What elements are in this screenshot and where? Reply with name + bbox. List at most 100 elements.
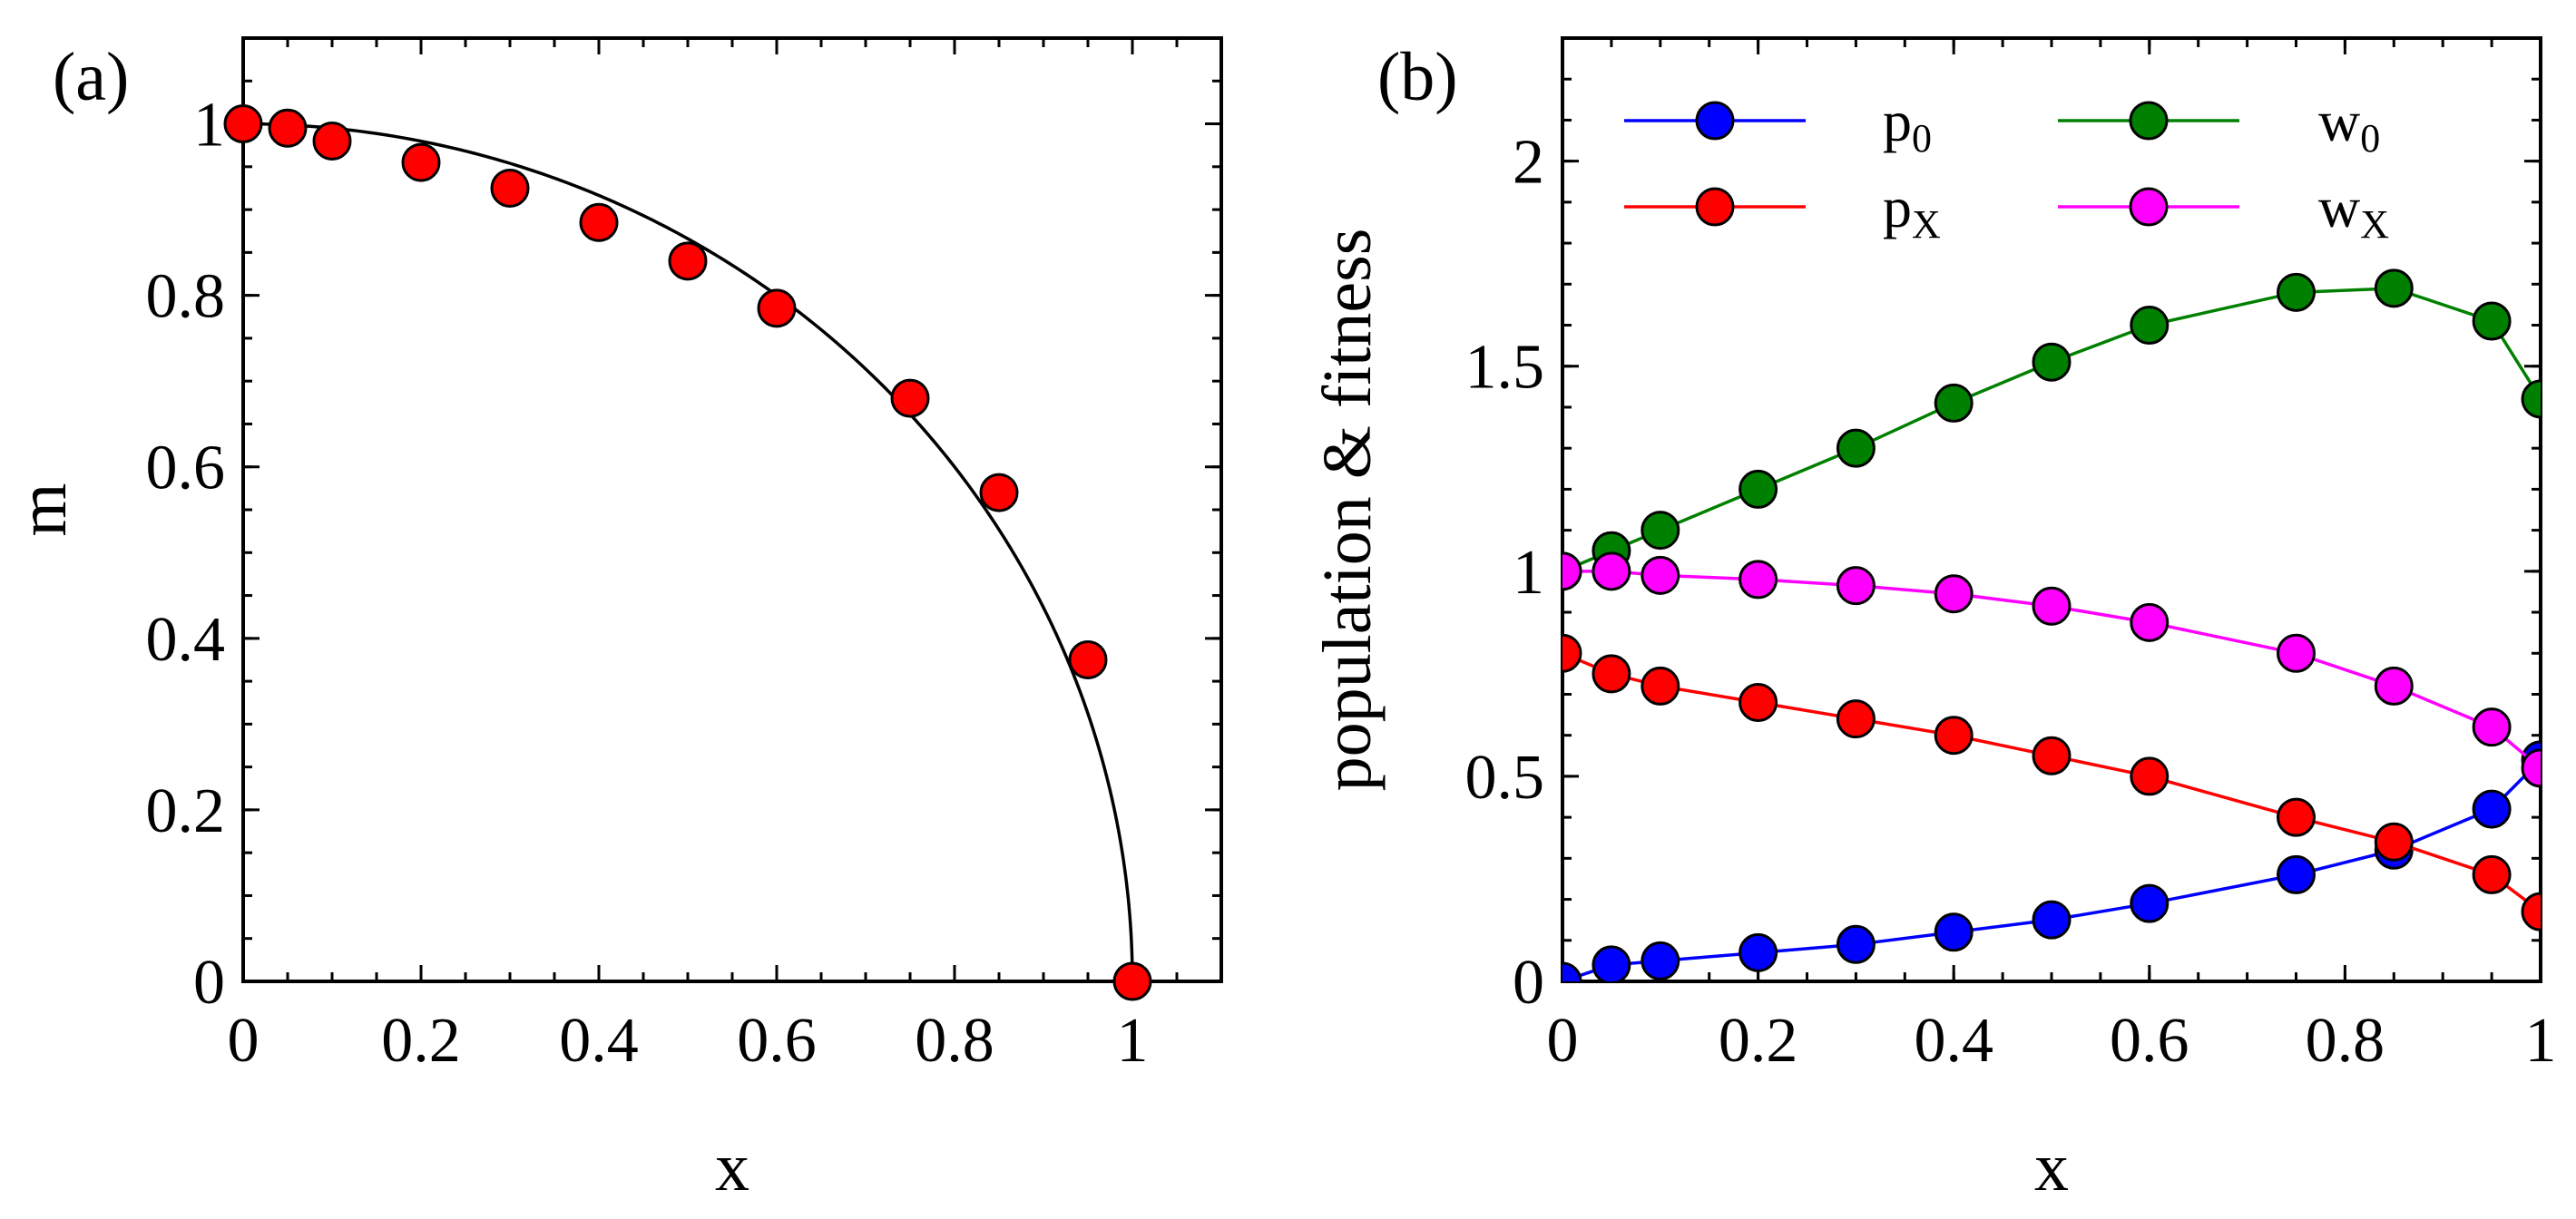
data-point <box>1562 633 1582 673</box>
data-point <box>1934 383 1974 423</box>
x-tick-label: 0.6 <box>2110 1006 2189 1076</box>
legend-marker <box>1695 187 1735 227</box>
legend-label: pX <box>1883 175 1941 247</box>
x-tick-label: 0 <box>228 1006 260 1076</box>
data-point <box>1641 666 1680 706</box>
data-point <box>2130 602 2170 642</box>
plot-area <box>1562 268 2541 981</box>
data-point <box>2032 342 2072 382</box>
y-tick-label: 1 <box>193 91 225 161</box>
legend-symbol: p <box>1883 175 1912 239</box>
plot-frame <box>241 36 1223 983</box>
series-w0 <box>1562 268 2541 591</box>
data-point <box>1641 511 1680 551</box>
data-point <box>1739 932 1778 972</box>
legend-subscript: 0 <box>2360 116 2380 161</box>
x-ticks: 0 0.2 0.4 0.6 0.8 1 <box>228 38 1223 1076</box>
x-tick-label: 0.8 <box>2306 1006 2385 1076</box>
y-axis-title: m <box>5 483 81 536</box>
data-point <box>1836 428 1876 468</box>
data-point <box>2472 789 2512 829</box>
panel-b: 0 0.2 0.4 0.6 0.8 1 0 0.5 1 1.5 2 x population & fit… <box>1309 36 2557 1205</box>
data-point <box>1641 941 1680 980</box>
data-point <box>312 121 352 161</box>
legend-label: w0 <box>2318 89 2380 161</box>
data-point <box>2277 854 2316 894</box>
data-point <box>1836 924 1876 964</box>
x-ticks: 0 0.2 0.4 0.6 0.8 1 <box>1547 38 2557 1076</box>
data-point <box>1934 912 1974 952</box>
x-axis-title: x <box>2034 1129 2069 1205</box>
data-point <box>668 241 708 281</box>
y-tick-label: 2 <box>1513 128 1544 198</box>
data-point <box>1739 469 1778 509</box>
y-tick-label: 0.5 <box>1465 743 1545 813</box>
legend-symbol: p <box>1883 89 1912 153</box>
data-point <box>2374 268 2414 308</box>
data-point <box>1112 961 1152 1001</box>
y-tick-label: 0.4 <box>146 605 226 675</box>
legend-subscript: X <box>2360 202 2389 247</box>
data-point <box>979 473 1019 512</box>
panel-label: (a) <box>53 39 129 115</box>
series-line <box>1562 758 2541 981</box>
x-tick-label: 1 <box>2525 1006 2557 1076</box>
y-tick-label: 0 <box>193 948 225 1018</box>
x-tick-label: 0.4 <box>1914 1006 1993 1076</box>
y-tick-label: 0 <box>1513 948 1544 1018</box>
legend-symbol: w <box>2318 175 2360 239</box>
legend-subscript: 0 <box>1912 116 1932 161</box>
data-point <box>2130 883 2170 923</box>
y-ticks: 0 0.5 1 1.5 2 <box>1465 36 2541 1018</box>
legend-symbol: w <box>2318 89 2360 153</box>
data-point <box>2472 301 2512 341</box>
data-point <box>757 288 797 328</box>
x-tick-label: 0.4 <box>559 1006 639 1076</box>
y-tick-label: 0.6 <box>146 434 226 503</box>
data-point <box>223 104 263 144</box>
data-point <box>2277 272 2316 312</box>
data-point <box>1068 639 1108 679</box>
y-tick-label: 0.8 <box>146 262 226 332</box>
y-tick-label: 0.2 <box>146 776 226 846</box>
panel-a: 0 0.2 0.4 0.6 0.8 1 0 0.2 0.4 0.6 0.8 1 x m (a) <box>5 36 1223 1205</box>
x-tick-label: 0.8 <box>915 1006 994 1076</box>
x-tick-label: 0.2 <box>381 1006 461 1076</box>
data-point <box>2130 306 2170 346</box>
data-point <box>2521 748 2541 788</box>
data-point <box>2472 854 2512 894</box>
data-point <box>1592 654 1631 694</box>
data-point <box>1836 699 1876 739</box>
data-point <box>2130 756 2170 796</box>
data-point <box>1562 961 1582 981</box>
y-ticks: 0 0.2 0.4 0.6 0.8 1 <box>146 36 1221 1018</box>
series-line <box>1562 287 2541 573</box>
data-point <box>2521 892 2541 931</box>
data-point <box>1739 560 1778 600</box>
data-point <box>1934 574 1974 614</box>
legend-entry: pX <box>1624 175 1941 247</box>
data-point <box>1934 716 1974 756</box>
data-point <box>1592 945 1631 981</box>
data-point <box>2032 586 2072 626</box>
series-p0 <box>1562 740 2541 981</box>
series-pX <box>1562 633 2541 931</box>
theory-curve <box>243 122 1134 981</box>
legend-entry: p0 <box>1624 89 1932 161</box>
series-wX <box>1562 551 2541 788</box>
data-point <box>890 378 930 418</box>
data-point <box>401 142 441 182</box>
data-point <box>2521 379 2541 419</box>
y-axis-title: population & fitness <box>1309 229 1386 792</box>
panel-label: (b) <box>1377 39 1458 115</box>
data-point <box>1739 683 1778 723</box>
data-point <box>2032 900 2072 940</box>
legend-subscript: X <box>1912 202 1941 247</box>
legend-marker <box>2129 187 2169 227</box>
legend-entry: wX <box>2058 175 2389 247</box>
y-tick-label: 1.5 <box>1465 333 1545 403</box>
data-point <box>2374 666 2414 706</box>
data-point <box>1592 551 1631 591</box>
data-point <box>2472 707 2512 747</box>
